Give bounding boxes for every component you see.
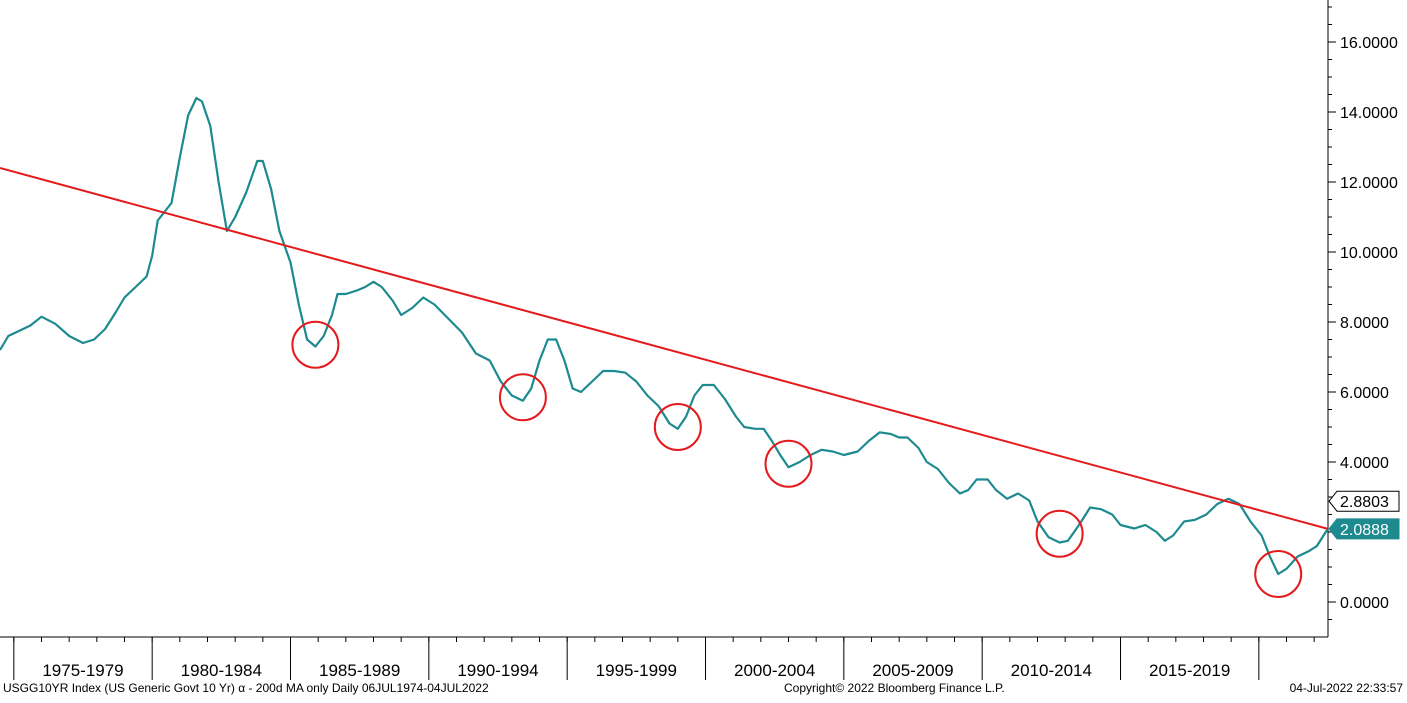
x-period-label: 1990-1994 [457, 661, 538, 680]
highlight-circle [653, 403, 702, 451]
highlight-circle [498, 373, 547, 422]
value-labels: 2.8803 2.0888 [1328, 490, 1400, 540]
axes: 16.0000 14.0000 12.0000 10.0000 8.0000 6.0000… [0, 0, 1398, 680]
last-value-text: 2.8803 [1340, 494, 1389, 511]
series-group [0, 96, 1329, 576]
trend-group [0, 167, 1329, 530]
y-tick-label: 10.0000 [1340, 245, 1398, 262]
x-period-label: 1975-1979 [42, 661, 123, 680]
x-period-label: 2015-2019 [1149, 661, 1230, 680]
last-value-tag-filled [1328, 518, 1400, 540]
x-period-label: 1995-1999 [596, 661, 677, 680]
y-tick-label: 14.0000 [1340, 105, 1398, 122]
x-period-label: 1985-1989 [319, 661, 400, 680]
highlight-circle [1035, 509, 1084, 558]
last-value-tag-outline [1328, 490, 1400, 512]
y-tick-label: 16.0000 [1340, 35, 1398, 52]
highlight-circles [291, 320, 1303, 598]
y-tick-label: 12.0000 [1340, 175, 1398, 192]
x-period-label: 2000-2004 [734, 661, 815, 680]
y-tick-label: 8.0000 [1340, 315, 1389, 332]
yield-moving-average-line [0, 96, 1329, 576]
y-tick-label: 6.0000 [1340, 385, 1389, 402]
x-period-label: 1980-1984 [181, 661, 262, 680]
footer-security-description: USGG10YR Index (US Generic Govt 10 Yr) α… [3, 681, 489, 695]
y-tick-label: 4.0000 [1340, 455, 1389, 472]
x-period-label: 2005-2009 [872, 661, 953, 680]
downtrend-line [0, 167, 1329, 530]
highlight-circle [291, 320, 340, 369]
footer-copyright: Copyright© 2022 Bloomberg Finance L.P. [784, 681, 1005, 695]
footer-timestamp: 04-Jul-2022 22:33:57 [1289, 681, 1403, 695]
last-value-text: 2.0888 [1340, 522, 1389, 539]
highlight-circle [764, 439, 813, 488]
y-tick-label: 0.0000 [1340, 595, 1389, 612]
highlight-circle [1254, 550, 1303, 598]
x-period-label: 2010-2014 [1011, 661, 1092, 680]
